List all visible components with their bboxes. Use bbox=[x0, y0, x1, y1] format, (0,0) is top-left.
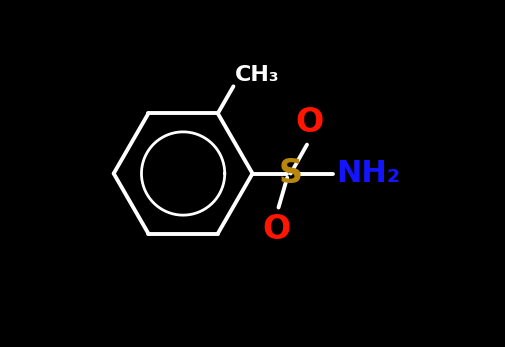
Text: O: O bbox=[295, 106, 324, 139]
Text: CH₃: CH₃ bbox=[235, 65, 280, 85]
Text: O: O bbox=[263, 213, 291, 246]
Text: NH₂: NH₂ bbox=[336, 159, 400, 188]
Text: S: S bbox=[279, 157, 302, 190]
